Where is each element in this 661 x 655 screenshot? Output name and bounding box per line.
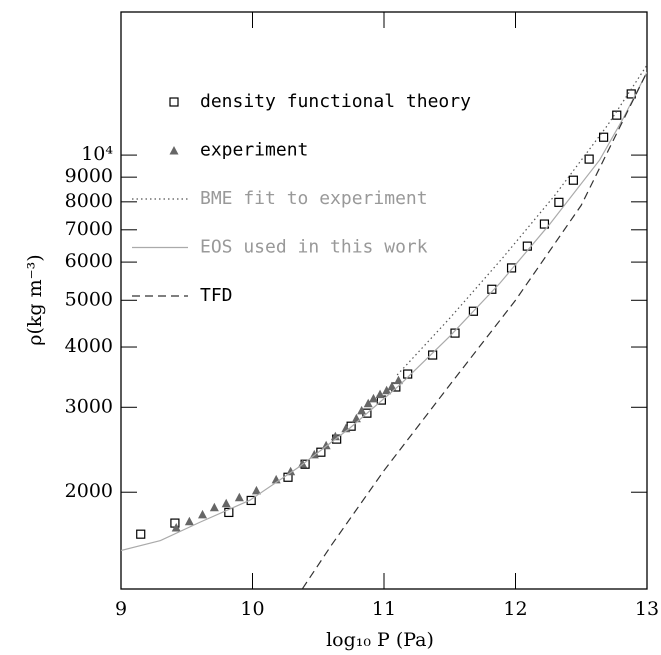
experiment-point [357,405,367,415]
x-tick-label: 13 [635,598,659,620]
y-tick-label: 5000 [65,288,113,310]
experiment-point [387,381,397,391]
dft-point [599,132,609,142]
dft-point [224,507,234,518]
experiment-point [351,413,361,423]
dft-point [539,219,550,229]
legend-label: EOS used in this work [200,237,428,258]
experiment-point [171,522,181,532]
x-tick-label: 12 [503,598,527,620]
legend-marker [169,97,179,107]
experiment-point [382,385,392,395]
series-line [121,71,647,552]
dft-point [450,328,460,338]
legend-label: experiment [200,140,308,161]
experiment-point [234,492,244,502]
y-tick-label: 8000 [65,190,113,212]
series-line [396,64,647,376]
y-tick-label: 4000 [65,335,113,357]
dft-point [428,350,438,360]
experiment-point [209,502,219,512]
legend-marker [169,146,179,155]
y-tick-label: 2000 [65,480,113,502]
dft-point [136,529,146,539]
dft-point [468,306,479,316]
y-axis-label: ρ(kg m⁻³) [24,254,46,345]
y-tick-label: 6000 [65,250,113,272]
experiment-point [221,498,231,508]
y-tick-label: 10⁴ [81,143,113,165]
legend-label: density functional theory [200,91,471,112]
dft-point [506,263,517,273]
experiment-point [321,440,331,450]
dft-point [554,197,564,207]
experiment-point [286,466,296,476]
x-tick-label: 11 [372,598,396,620]
x-axis-label: log₁₀ P (Pa) [326,629,434,651]
plot-area [121,64,647,589]
legend-label: BME fit to experiment [200,188,428,209]
dft-point [246,495,256,506]
x-tick-label: 9 [115,598,127,620]
series-line [301,71,647,589]
dft-point [316,447,326,457]
experiment-point [251,485,261,495]
experiment-point [184,516,194,526]
dft-point [522,241,532,251]
y-tick-label: 3000 [65,395,113,417]
experiment-point [368,393,378,403]
experiment-point [375,389,385,399]
dft-point [584,154,594,164]
dft-point [487,284,497,294]
dft-point [568,175,578,185]
dft-point [612,110,622,120]
y-tick-label: 9000 [65,165,113,187]
legend-label: TFD [200,285,233,306]
experiment-point [198,509,208,519]
x-tick-label: 10 [240,598,264,620]
experiment-point [393,375,403,385]
y-tick-label: 7000 [65,218,113,240]
experiment-point [363,398,373,408]
